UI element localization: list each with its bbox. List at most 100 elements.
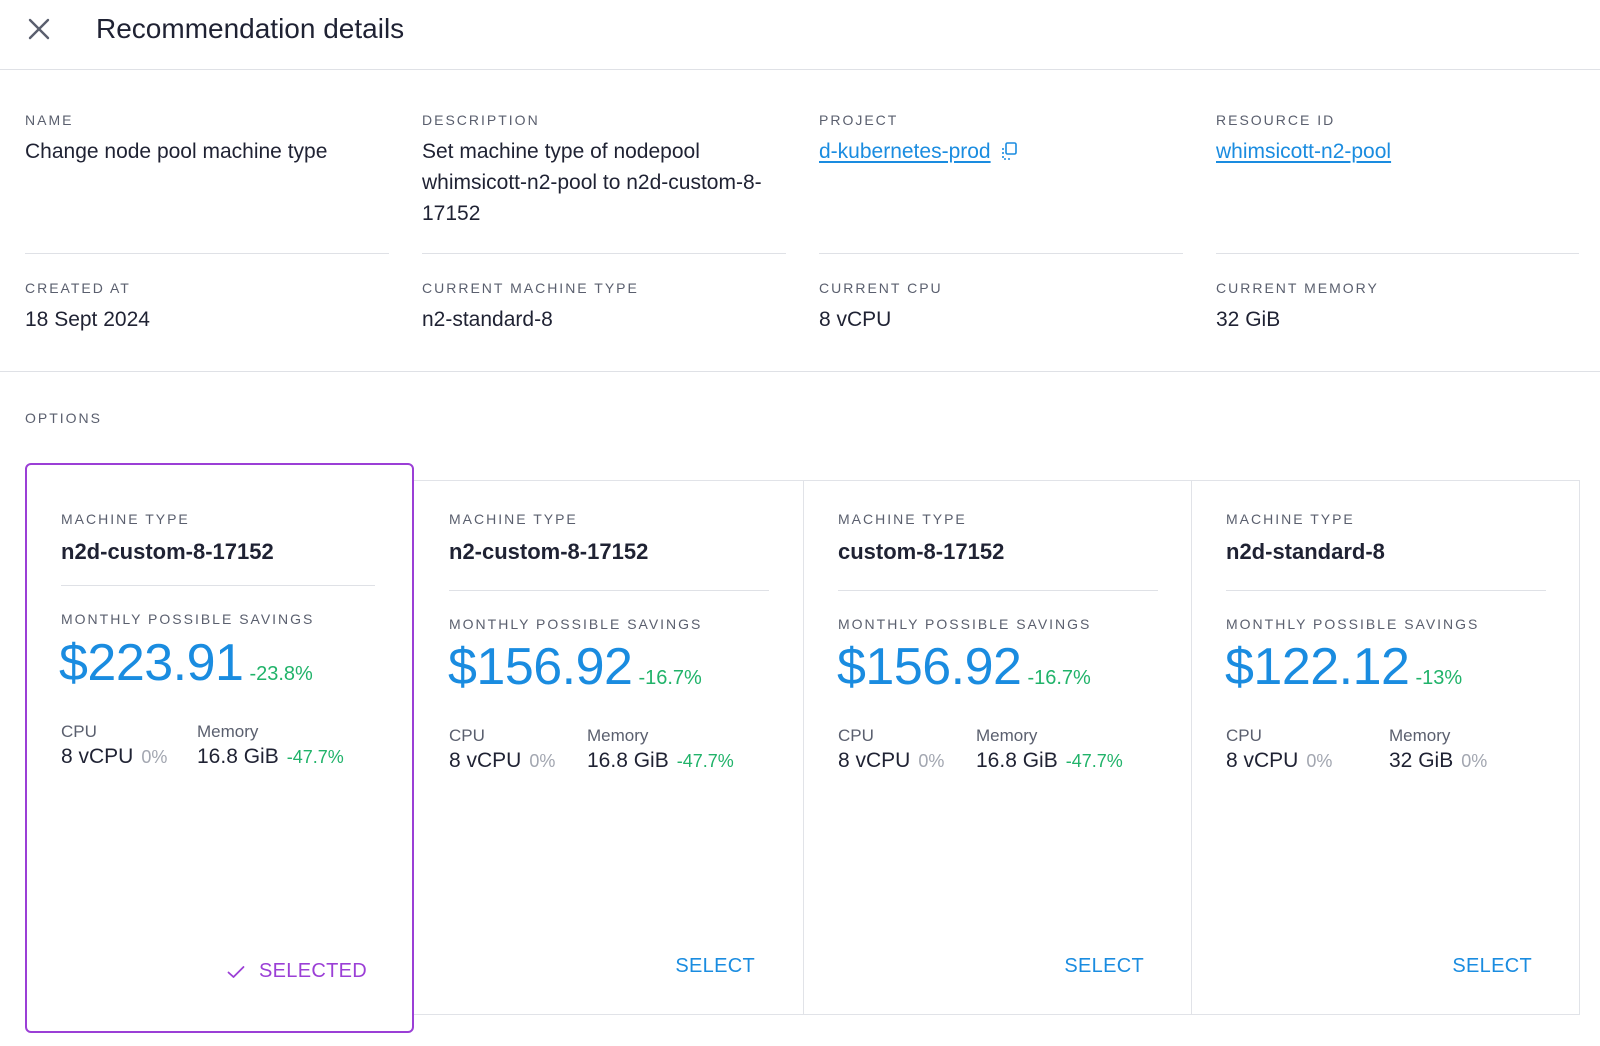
field-value: Change node pool machine type [25, 140, 328, 163]
selected-indicator: SELECTED [227, 960, 367, 983]
memory-spec: 16.8 GiB -47.7% [587, 749, 734, 773]
machine-type-value: n2d-standard-8 [1226, 539, 1385, 564]
cpu-value: 8 vCPU [449, 749, 522, 772]
option-card-selected[interactable]: MACHINE TYPE n2d-custom-8-17152 MONTHLY … [25, 463, 414, 1033]
cpu-percent: 0% [529, 751, 556, 771]
divider [1216, 253, 1579, 254]
cpu-label: CPU [1226, 726, 1262, 745]
memory-percent: -47.7% [1065, 751, 1123, 771]
field-value: n2-standard-8 [422, 308, 553, 331]
card-divider [838, 590, 1158, 591]
field-value: 32 GiB [1216, 308, 1281, 331]
savings-amount: $223.91 [59, 634, 244, 692]
field-project: PROJECT d-kubernetes-prod [819, 112, 1183, 167]
cpu-percent: 0% [1306, 751, 1333, 771]
divider [819, 253, 1183, 254]
field-value: 8 vCPU [819, 308, 892, 331]
cpu-label: CPU [61, 722, 97, 741]
savings-row: $156.92 -16.7% [837, 637, 1091, 697]
savings-row: $122.12 -13% [1225, 637, 1462, 697]
cpu-value: 8 vCPU [61, 745, 134, 768]
memory-value: 16.8 GiB [197, 745, 279, 768]
select-button[interactable]: SELECT [675, 955, 755, 977]
machine-type-value: n2-custom-8-17152 [449, 539, 649, 564]
field-label: DESCRIPTION [422, 112, 540, 128]
check-icon [227, 965, 245, 978]
memory-percent: -47.7% [676, 751, 734, 771]
machine-type-value: custom-8-17152 [838, 539, 1005, 564]
cpu-spec: 8 vCPU 0% [449, 749, 555, 773]
cpu-percent: 0% [918, 751, 945, 771]
options-heading: OPTIONS [25, 410, 103, 426]
field-label: PROJECT [819, 112, 899, 128]
memory-spec: 32 GiB 0% [1389, 749, 1487, 773]
close-button[interactable] [24, 14, 54, 44]
field-label: CREATED AT [25, 280, 131, 296]
page-title: Recommendation details [96, 13, 405, 44]
machine-type-label: MACHINE TYPE [449, 511, 578, 527]
field-current-memory: CURRENT MEMORY 32 GiB [1216, 280, 1580, 335]
savings-label: MONTHLY POSSIBLE SAVINGS [1226, 616, 1480, 632]
cpu-spec: 8 vCPU 0% [1226, 749, 1332, 773]
savings-percent: -16.7% [638, 667, 702, 689]
resource-id-link[interactable]: whimsicott-n2-pool [1216, 140, 1392, 163]
field-label: CURRENT MACHINE TYPE [422, 280, 639, 296]
cpu-spec: 8 vCPU 0% [61, 745, 167, 769]
savings-percent: -16.7% [1027, 667, 1091, 689]
savings-row: $156.92 -16.7% [448, 637, 702, 697]
machine-type-label: MACHINE TYPE [61, 511, 190, 527]
option-card[interactable]: MACHINE TYPE n2-custom-8-17152 MONTHLY P… [412, 480, 804, 1015]
savings-amount: $156.92 [448, 638, 633, 696]
savings-label: MONTHLY POSSIBLE SAVINGS [449, 616, 703, 632]
select-button[interactable]: SELECT [1064, 955, 1144, 977]
field-value: Set machine type of nodepool whimsicott-… [422, 140, 762, 225]
field-value: 18 Sept 2024 [25, 308, 150, 331]
savings-label: MONTHLY POSSIBLE SAVINGS [838, 616, 1092, 632]
memory-value: 32 GiB [1389, 749, 1454, 772]
field-created-at: CREATED AT 18 Sept 2024 [25, 280, 389, 335]
field-current-cpu: CURRENT CPU 8 vCPU [819, 280, 1183, 335]
memory-value: 16.8 GiB [587, 749, 669, 772]
field-current-machine-type: CURRENT MACHINE TYPE n2-standard-8 [422, 280, 786, 335]
memory-label: Memory [197, 722, 259, 741]
field-label: CURRENT CPU [819, 280, 943, 296]
savings-row: $223.91 -23.8% [59, 633, 313, 693]
select-button[interactable]: SELECT [1452, 955, 1532, 977]
project-link[interactable]: d-kubernetes-prod [819, 140, 991, 163]
field-resource-id: RESOURCE ID whimsicott-n2-pool [1216, 112, 1580, 167]
cpu-value: 8 vCPU [838, 749, 911, 772]
savings-percent: -23.8% [249, 663, 313, 685]
savings-label: MONTHLY POSSIBLE SAVINGS [61, 611, 315, 627]
section-divider [0, 371, 1600, 372]
selected-label: SELECTED [259, 960, 367, 982]
savings-amount: $122.12 [1225, 638, 1410, 696]
savings-percent: -13% [1415, 667, 1463, 689]
memory-label: Memory [1389, 726, 1451, 745]
cpu-label: CPU [449, 726, 485, 745]
machine-type-label: MACHINE TYPE [1226, 511, 1355, 527]
details-header: Recommendation details [0, 0, 1600, 70]
field-label: RESOURCE ID [1216, 112, 1336, 128]
field-label: NAME [25, 112, 74, 128]
divider [25, 253, 389, 254]
memory-label: Memory [587, 726, 649, 745]
divider [422, 253, 786, 254]
field-description: DESCRIPTION Set machine type of nodepool… [422, 112, 782, 229]
cpu-label: CPU [838, 726, 874, 745]
memory-spec: 16.8 GiB -47.7% [976, 749, 1123, 773]
close-icon [28, 18, 50, 40]
card-divider [61, 585, 375, 586]
machine-type-label: MACHINE TYPE [838, 511, 967, 527]
memory-value: 16.8 GiB [976, 749, 1058, 772]
savings-amount: $156.92 [837, 638, 1022, 696]
copy-icon[interactable] [999, 141, 1019, 163]
memory-percent: 0% [1461, 751, 1488, 771]
option-card[interactable]: MACHINE TYPE custom-8-17152 MONTHLY POSS… [803, 480, 1192, 1015]
field-name: NAME Change node pool machine type [25, 112, 389, 167]
field-label: CURRENT MEMORY [1216, 280, 1379, 296]
option-card[interactable]: MACHINE TYPE n2d-standard-8 MONTHLY POSS… [1191, 480, 1580, 1015]
machine-type-value: n2d-custom-8-17152 [61, 539, 274, 564]
memory-percent: -47.7% [286, 747, 344, 767]
card-divider [1226, 590, 1546, 591]
cpu-value: 8 vCPU [1226, 749, 1299, 772]
